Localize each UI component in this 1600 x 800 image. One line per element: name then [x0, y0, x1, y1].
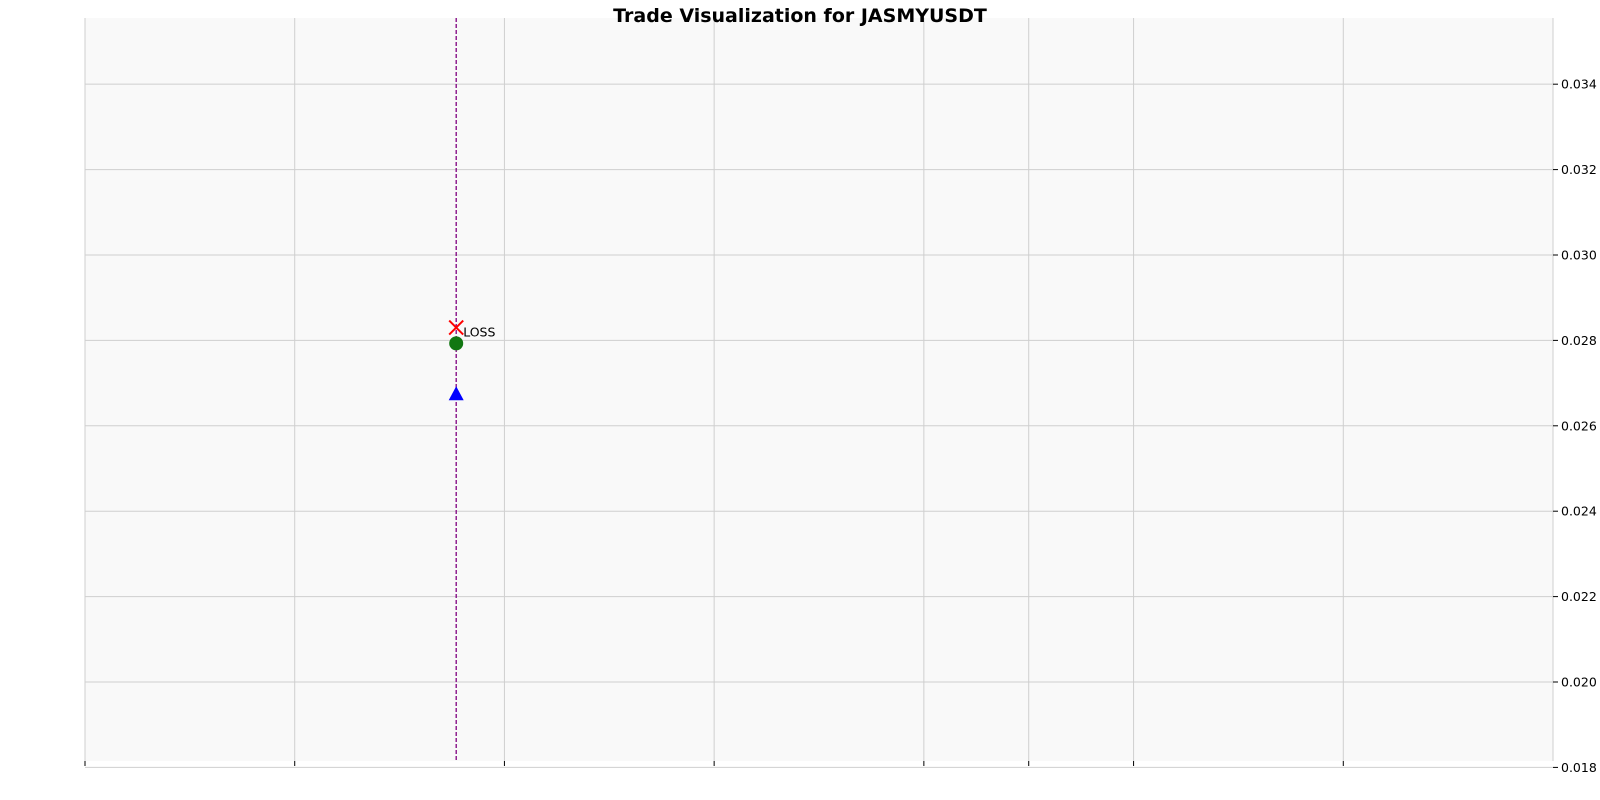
y-tick-label: 0.030 [1561, 247, 1597, 262]
chart-title: Trade Visualization for JASMYUSDT [613, 5, 987, 27]
trade-markers [448, 319, 464, 401]
y-tick-label: 0.026 [1561, 418, 1597, 433]
grid-lines [84, 18, 1554, 768]
y-tick-label: 0.020 [1561, 675, 1597, 690]
y-tick-label: 0.034 [1561, 77, 1597, 92]
y-tick-label: 0.032 [1561, 162, 1597, 177]
plot-area [85, 18, 1553, 761]
annotations: LOSS [463, 325, 495, 340]
stop-marker [448, 319, 464, 336]
axis-ticks: 0.018 0.020 0.022 0.024 0.026 0.028 0.030 0.032… [84, 77, 1597, 775]
y-tick-label: 0.028 [1561, 333, 1597, 348]
entry-marker [448, 386, 464, 401]
y-tick-label: 0.022 [1561, 589, 1597, 604]
y-tick-label: 0.018 [1561, 760, 1597, 775]
exit-marker [449, 336, 464, 351]
y-tick-label: 0.024 [1561, 504, 1597, 519]
stop-marker-stroke [448, 319, 464, 336]
trade-result-label: LOSS [463, 325, 495, 340]
